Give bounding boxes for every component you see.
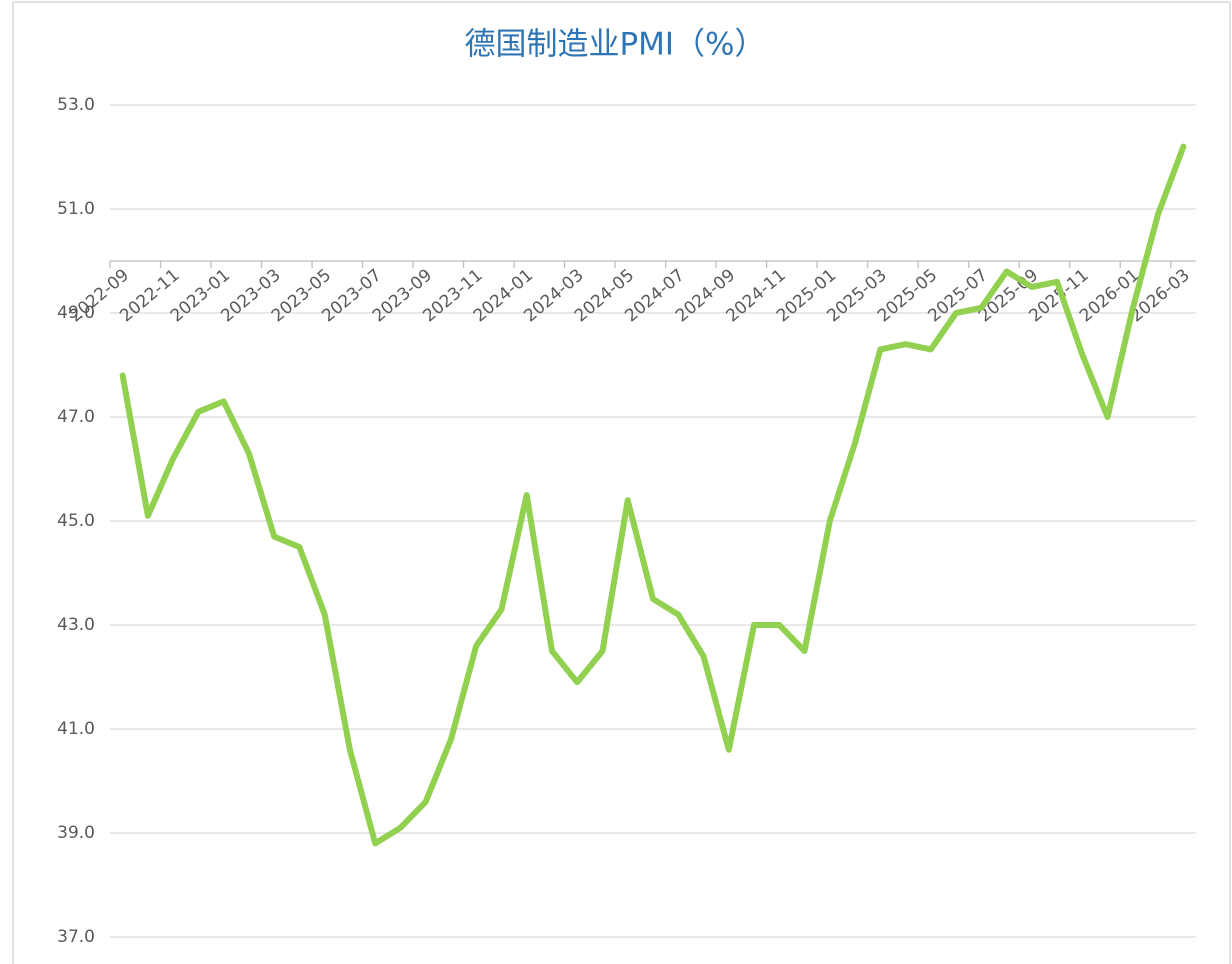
chart-frame (12, 1, 1231, 964)
y-tick-label: 45.0 (57, 511, 95, 531)
data-line (119, 143, 1187, 847)
y-tick-label: 49.0 (57, 303, 95, 323)
y-tick-label: 47.0 (57, 407, 95, 427)
chart-title: 德国制造业PMI（%） (464, 27, 765, 63)
y-tick-label: 51.0 (57, 199, 95, 219)
y-tick-label: 37.0 (57, 927, 95, 947)
y-tick-label: 43.0 (57, 615, 95, 635)
y-tick-label: 41.0 (57, 719, 95, 739)
y-tick-label: 39.0 (57, 823, 95, 843)
y-tick-label: 53.0 (57, 95, 95, 115)
